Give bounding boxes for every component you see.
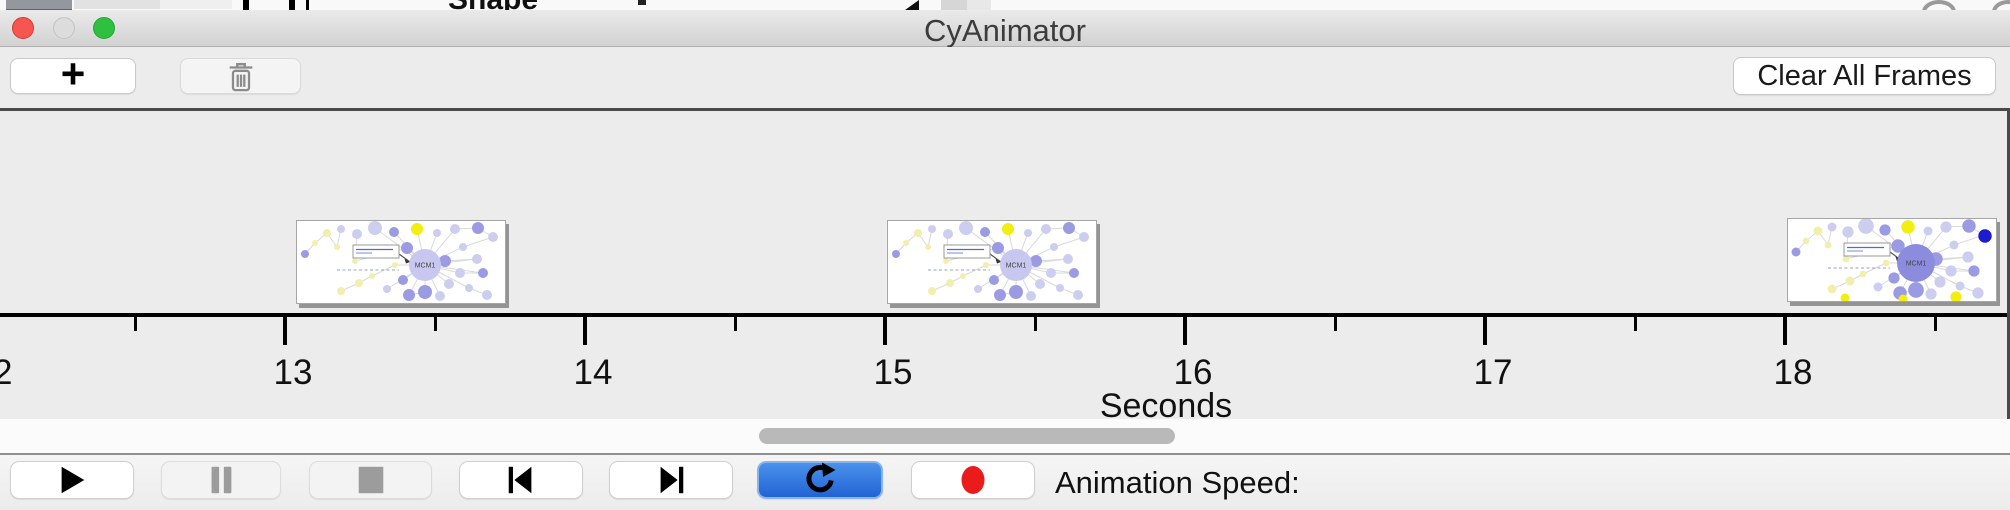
frame-thumbnail[interactable]: MCM1 bbox=[887, 220, 1097, 304]
background-cursor-fragment bbox=[905, 0, 919, 10]
axis-tick-label: 17 bbox=[1473, 353, 1513, 392]
background-fragment bbox=[6, 0, 72, 10]
clear-all-frames-button[interactable]: Clear All Frames bbox=[1733, 57, 1996, 95]
axis-major-tick bbox=[283, 317, 287, 345]
svg-text:MCM1: MCM1 bbox=[415, 263, 436, 270]
background-fragment bbox=[967, 0, 991, 10]
skip-to-start-button[interactable] bbox=[459, 461, 583, 499]
background-fragment bbox=[941, 0, 967, 10]
loop-icon bbox=[806, 462, 836, 493]
timeline-axis bbox=[0, 313, 2010, 317]
clear-all-frames-label: Clear All Frames bbox=[1757, 59, 1972, 92]
toolbar: + Clear All Frames bbox=[0, 47, 2010, 108]
record-icon bbox=[961, 466, 985, 494]
delete-frame-button[interactable] bbox=[180, 58, 301, 94]
play-button[interactable] bbox=[10, 461, 134, 499]
axis-minor-tick bbox=[1033, 317, 1037, 331]
titlebar[interactable]: CyAnimator bbox=[0, 10, 2010, 48]
skip-to-end-icon bbox=[660, 466, 684, 494]
background-fragment bbox=[243, 0, 249, 10]
play-icon bbox=[61, 466, 85, 494]
timeline-scrollbar[interactable] bbox=[0, 419, 2010, 455]
axis-tick-label: 13 bbox=[273, 353, 313, 392]
minimize-button[interactable] bbox=[53, 17, 75, 39]
animation-speed-label: Animation Speed: bbox=[1055, 464, 1300, 500]
background-fragment bbox=[306, 0, 309, 10]
axis-tick-label: 18 bbox=[1773, 353, 1813, 392]
loop-button[interactable] bbox=[757, 461, 883, 499]
axis-major-tick bbox=[583, 317, 587, 345]
skip-to-start-icon bbox=[508, 466, 532, 494]
record-button[interactable] bbox=[911, 461, 1035, 499]
axis-unit-label: Seconds bbox=[1099, 387, 1233, 419]
skip-to-end-button[interactable] bbox=[609, 461, 733, 499]
panel-right-border bbox=[2007, 111, 2010, 419]
background-fragment bbox=[638, 0, 646, 5]
background-fragment bbox=[74, 0, 160, 9]
close-button[interactable] bbox=[12, 17, 34, 39]
pause-button[interactable] bbox=[161, 461, 281, 499]
timeline-panel[interactable]: 12 13 14 15 16 17 18 MCM1 MCM1 MCM1 Seconds bbox=[0, 108, 2010, 419]
axis-minor-tick bbox=[1933, 317, 1937, 331]
axis-minor-tick bbox=[133, 317, 137, 331]
scrollbar-thumb[interactable] bbox=[759, 428, 1175, 444]
zoom-button[interactable] bbox=[93, 17, 115, 39]
background-fragment bbox=[289, 0, 295, 10]
axis-minor-tick bbox=[1333, 317, 1337, 331]
playback-controls: Animation Speed: bbox=[0, 455, 2010, 510]
frame-thumbnail[interactable]: MCM1 bbox=[296, 220, 506, 304]
background-fragment bbox=[160, 0, 232, 9]
svg-text:MCM1: MCM1 bbox=[1906, 261, 1927, 268]
pause-icon bbox=[211, 466, 232, 494]
axis-minor-tick bbox=[433, 317, 437, 331]
stop-icon bbox=[358, 466, 383, 494]
axis-tick-label: 14 bbox=[573, 353, 613, 392]
background-fragment bbox=[1992, 0, 2010, 10]
window-title: CyAnimator bbox=[924, 13, 1086, 48]
axis-minor-tick bbox=[1633, 317, 1637, 331]
add-frame-button[interactable]: + bbox=[10, 53, 136, 95]
axis-tick-label: 12 bbox=[0, 353, 12, 393]
axis-major-tick bbox=[1783, 317, 1787, 345]
axis-major-tick bbox=[883, 317, 887, 345]
axis-tick-label: 16 bbox=[1173, 353, 1213, 392]
axis-major-tick bbox=[1483, 317, 1487, 345]
svg-text:MCM1: MCM1 bbox=[1006, 263, 1027, 270]
axis-major-tick bbox=[1183, 317, 1187, 345]
axis-minor-tick bbox=[733, 317, 737, 331]
frame-thumbnail[interactable]: MCM1 bbox=[1787, 218, 1997, 302]
stop-button[interactable] bbox=[309, 461, 432, 499]
background-shape-label: Shape bbox=[448, 0, 538, 10]
axis-tick-label: 15 bbox=[873, 353, 913, 392]
trash-icon bbox=[229, 63, 252, 92]
